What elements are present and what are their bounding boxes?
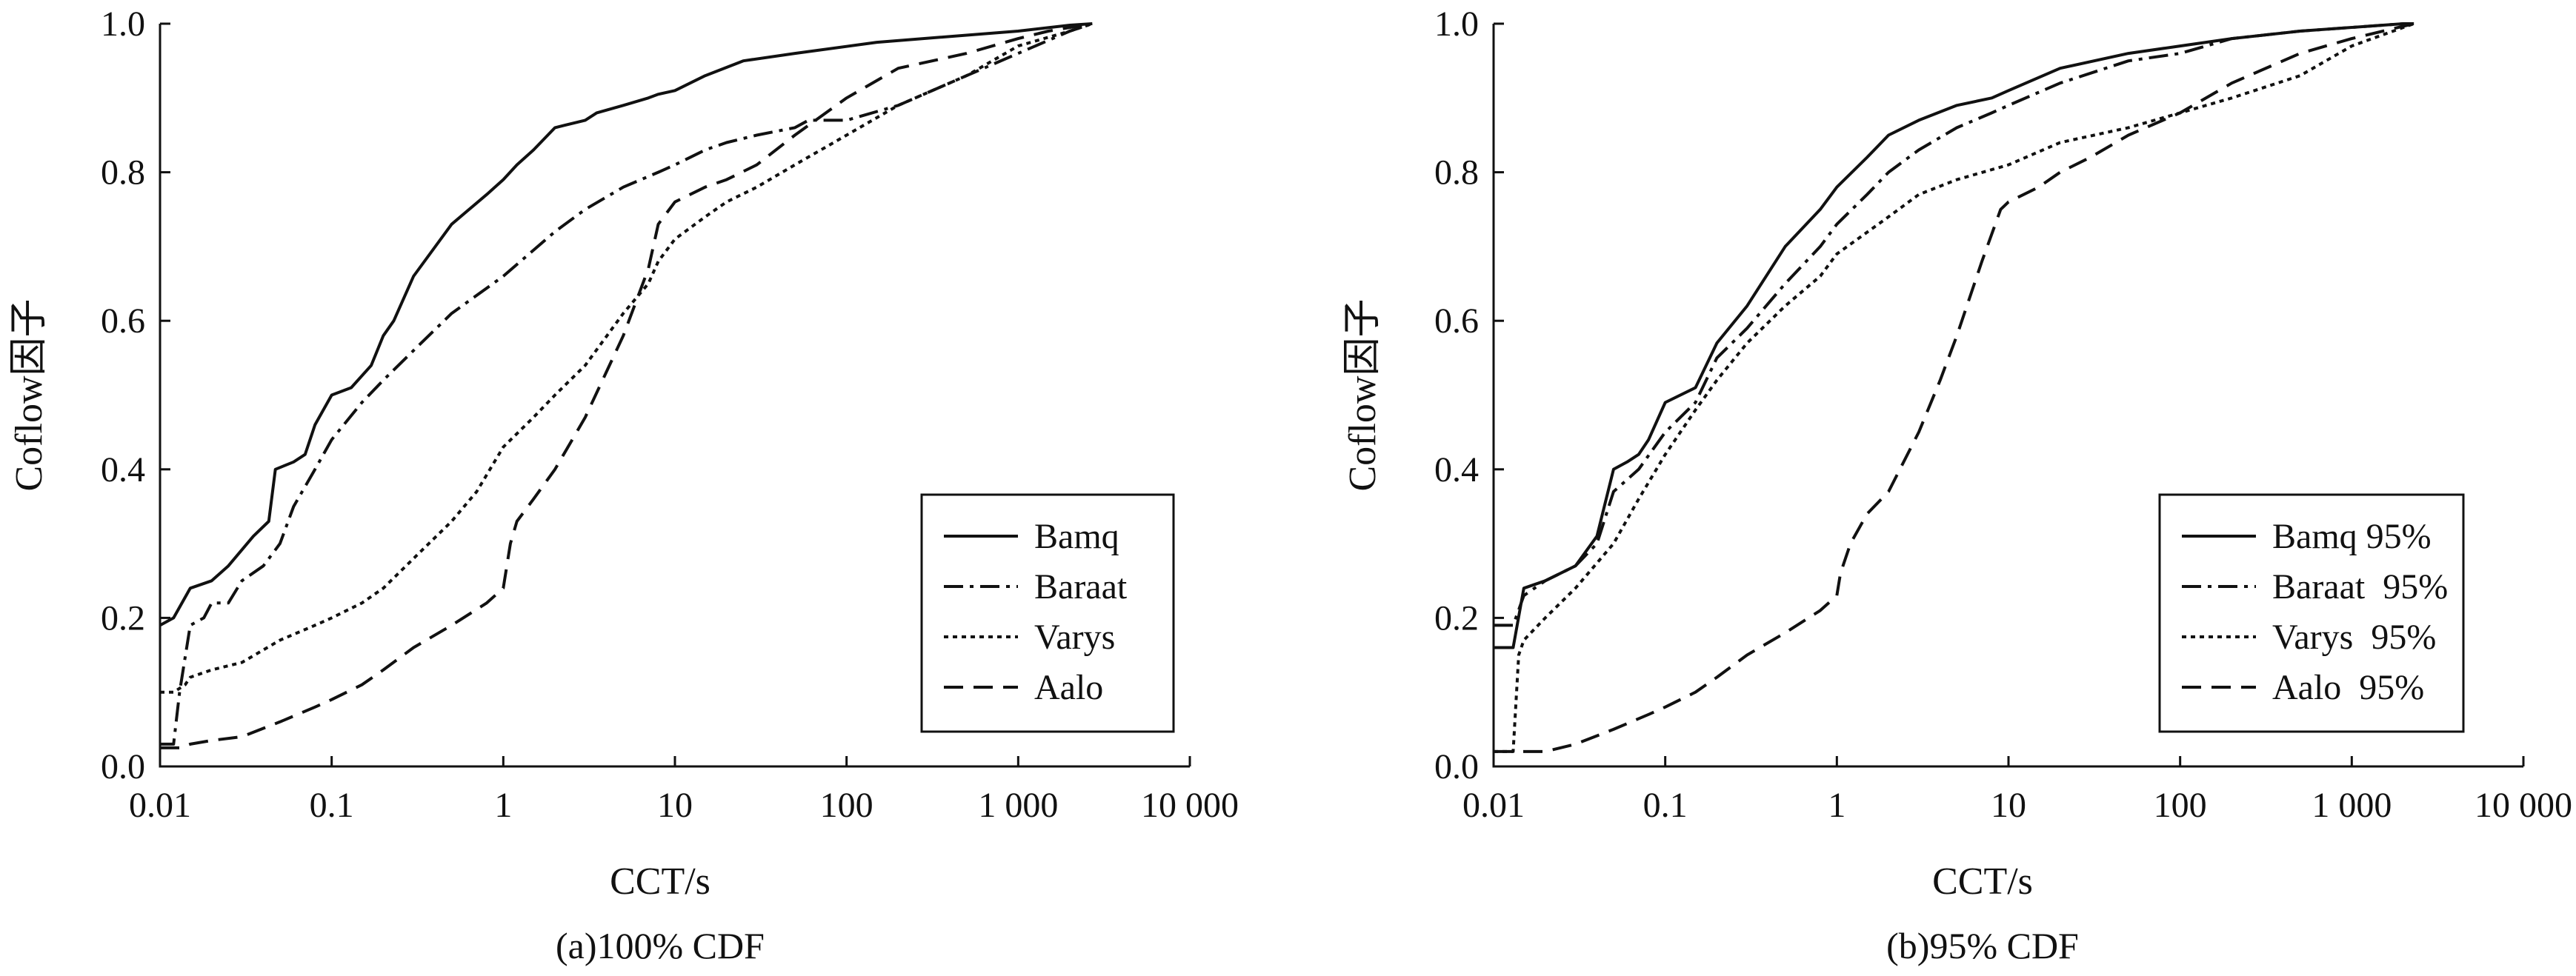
x-axis-label: CCT/s bbox=[610, 860, 710, 903]
legend-label: Bamq 95% bbox=[2272, 517, 2432, 556]
x-tick-label: 10 000 bbox=[1141, 786, 1239, 825]
x-axis-label: CCT/s bbox=[1932, 860, 2033, 903]
legend-label: Bamq bbox=[1034, 517, 1119, 556]
x-tick-label: 1 000 bbox=[2312, 786, 2392, 825]
x-tick-label: 0.1 bbox=[1643, 786, 1688, 825]
legend-label: Baraat 95% bbox=[2272, 567, 2448, 606]
series-line-solid bbox=[1494, 22, 2414, 649]
x-tick-label: 0.01 bbox=[1462, 786, 1525, 825]
series-line-dotted bbox=[160, 22, 1093, 694]
x-tick-label: 1 bbox=[1828, 786, 1846, 825]
y-axis-label: Coflow因子 bbox=[8, 298, 50, 491]
legend-box bbox=[2158, 493, 2465, 733]
legend-label: Aalo 95% bbox=[2272, 668, 2424, 707]
chart-panel-b: 0.0 0.2 0.4 0.6 0.8 1.0 0.01 0.1 1 10 100 1 000 10 0… bbox=[1342, 4, 2572, 966]
x-tick-label: 1 bbox=[494, 786, 512, 825]
y-tick-label: 0.6 bbox=[101, 301, 145, 341]
x-tick-label: 100 bbox=[2154, 786, 2207, 825]
series-line-dashdot bbox=[160, 22, 1093, 746]
x-tick-label: 10 bbox=[1991, 786, 2026, 825]
y-tick-label: 0.8 bbox=[101, 153, 145, 193]
y-tick-label: 0.2 bbox=[101, 598, 145, 638]
x-tick-label: 10 bbox=[657, 786, 693, 825]
series-line-dotted bbox=[1494, 22, 2414, 753]
y-axis-label: Coflow因子 bbox=[1342, 298, 1384, 491]
series-line-dashed bbox=[160, 22, 1093, 749]
legend-label: Varys 95% bbox=[2272, 618, 2436, 657]
y-tick-label: 0.8 bbox=[1434, 153, 1479, 193]
legend-box bbox=[920, 493, 1175, 733]
x-tick-label: 0.1 bbox=[310, 786, 354, 825]
chart-panel-a: 0.0 0.2 0.4 0.6 0.8 1.0 0.01 0.1 1 10 100 1 000 10 0… bbox=[8, 4, 1239, 966]
legend-label: Aalo bbox=[1034, 668, 1103, 707]
x-tick-label: 100 bbox=[820, 786, 873, 825]
y-tick-label: 0.4 bbox=[1434, 450, 1479, 489]
legend: Bamq 95% Baraat 95% Varys 95% Aalo 95% bbox=[2158, 493, 2465, 733]
y-tick-label: 1.0 bbox=[1434, 4, 1479, 44]
series-line-dashdot bbox=[1494, 22, 2414, 627]
y-tick-label: 1.0 bbox=[101, 4, 145, 44]
legend-label: Baraat bbox=[1034, 567, 1128, 606]
y-tick-label: 0.0 bbox=[1434, 747, 1479, 786]
chart-caption: (b)95% CDF bbox=[1886, 925, 2079, 966]
x-tick-label: 0.01 bbox=[129, 786, 191, 825]
series-line-solid bbox=[160, 22, 1093, 627]
y-tick-label: 0.4 bbox=[101, 450, 145, 489]
legend: Bamq Baraat Varys Aalo bbox=[920, 493, 1175, 733]
x-tick-label: 1 000 bbox=[978, 786, 1058, 825]
x-tick-label: 10 000 bbox=[2475, 786, 2572, 825]
legend-label: Varys bbox=[1034, 618, 1115, 657]
chart-caption: (a)100% CDF bbox=[556, 925, 765, 966]
series-line-dashed bbox=[1494, 22, 2414, 753]
y-tick-label: 0.0 bbox=[101, 747, 145, 786]
y-tick-label: 0.6 bbox=[1434, 301, 1479, 341]
y-tick-label: 0.2 bbox=[1434, 598, 1479, 638]
